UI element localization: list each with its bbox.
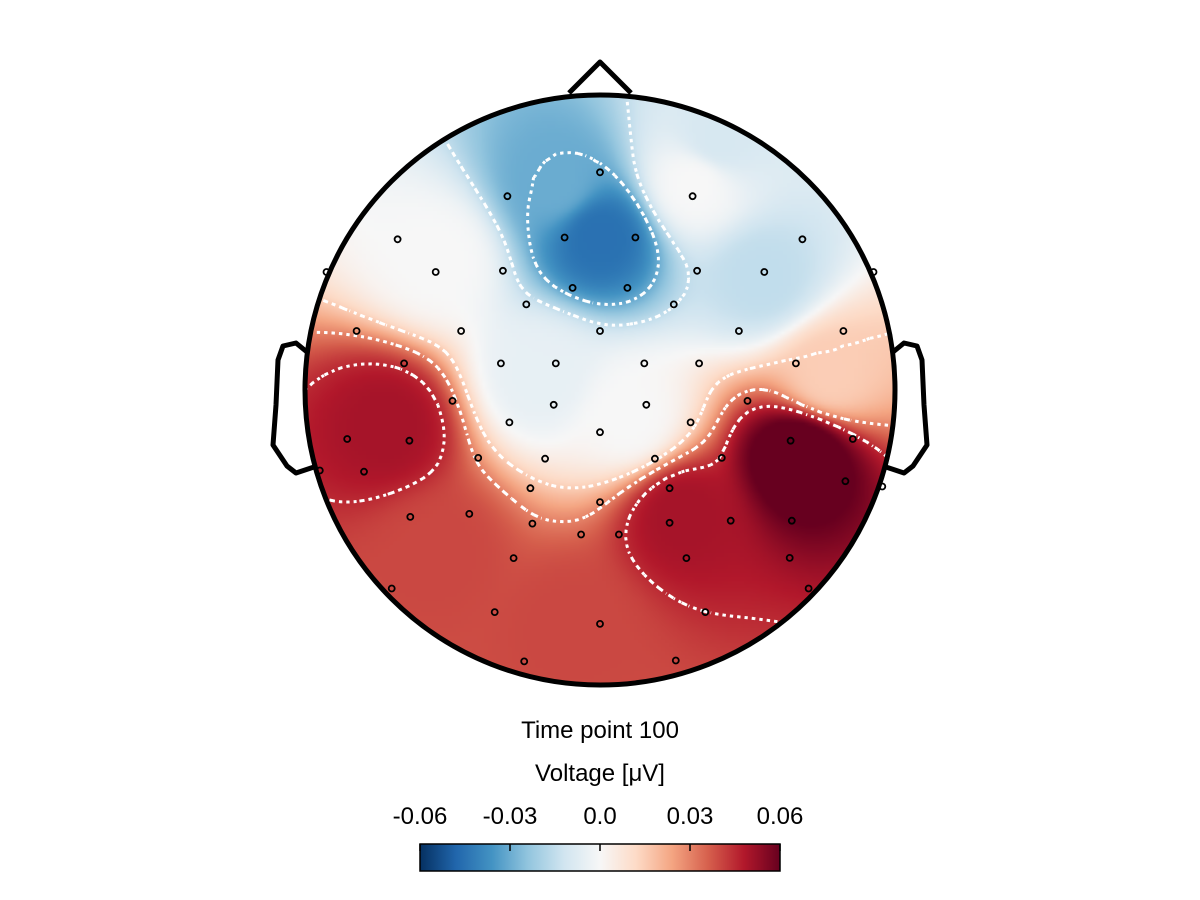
electrode-marker — [686, 418, 695, 427]
colorbar-tick-label: 0.06 — [757, 803, 804, 830]
electrode-marker — [631, 233, 640, 242]
left-ear-icon — [270, 340, 318, 476]
voltage-heatmap — [305, 95, 895, 685]
electrode-marker — [560, 233, 569, 242]
chart-title: Time point 100 — [521, 717, 679, 744]
electrode-marker — [841, 477, 850, 486]
electrode-marker — [474, 453, 483, 462]
nose-icon — [567, 59, 633, 95]
electrode-marker — [520, 657, 529, 666]
electrode-marker — [393, 235, 402, 244]
electrode-marker — [596, 327, 604, 335]
electrode-marker — [869, 268, 878, 276]
colorbar-label: Voltage [μV] — [535, 760, 665, 787]
electrode-marker — [596, 168, 604, 177]
electrode-marker — [792, 359, 800, 368]
colorbar-tick-labels: -0.06 -0.03 0.0 0.03 0.06 — [393, 803, 804, 830]
electrode-marker — [551, 359, 560, 368]
electrode-marker — [665, 484, 674, 493]
electrode-marker — [505, 418, 514, 427]
electrode-marker — [804, 584, 813, 593]
contour-line — [305, 330, 895, 524]
electrode-marker — [596, 620, 604, 628]
electrode-marker — [577, 530, 585, 539]
electrode-marker — [695, 359, 703, 368]
electrode-marker — [596, 428, 604, 437]
electrode-marker — [465, 510, 474, 518]
electrode-marker — [701, 608, 710, 616]
electrode-marker — [735, 327, 743, 335]
electrode-marker — [405, 436, 414, 445]
electrode-marker — [343, 435, 352, 443]
electrode-marker — [406, 513, 415, 521]
electrode-marker — [448, 396, 457, 405]
electrode-marker — [526, 484, 535, 493]
electrode-marker — [693, 266, 701, 275]
electrode-marker — [671, 656, 680, 665]
colorbar-tick-label: -0.06 — [393, 803, 448, 830]
electrode-marker — [787, 516, 796, 525]
electrode-marker — [717, 453, 726, 462]
electrode-marker — [665, 518, 674, 527]
electrode-marker — [400, 359, 409, 368]
electrode-marker — [615, 530, 623, 539]
electrode-marker — [878, 482, 887, 491]
electrode-marker — [669, 300, 678, 309]
electrode-marker — [839, 327, 848, 335]
contour-lines — [305, 95, 895, 626]
electrode-marker — [726, 516, 735, 525]
electrode-marker — [352, 327, 361, 335]
electrode-marker — [528, 519, 537, 528]
contour-line — [424, 95, 691, 327]
electrode-marker — [322, 268, 331, 276]
electrode-marker — [387, 584, 396, 593]
electrode-marker — [623, 283, 632, 292]
colorbar-frame — [419, 843, 781, 872]
colorbar-tick-label: 0.0 — [583, 803, 616, 830]
right-ear-icon — [882, 340, 930, 476]
electrode-marker — [490, 608, 499, 616]
electrode-marker — [549, 400, 558, 409]
electrode-marker — [642, 400, 651, 409]
electrode-marker — [568, 283, 577, 292]
electrode-marker — [743, 396, 752, 405]
electrode-marker — [522, 300, 531, 309]
electrode-marker — [457, 327, 466, 335]
head-circle — [302, 92, 898, 688]
electrode-marker — [360, 467, 368, 476]
electrodes — [315, 168, 887, 666]
electrode-marker — [509, 554, 518, 562]
electrode-marker — [786, 436, 795, 445]
electrode-marker — [431, 268, 440, 276]
electrode-marker — [596, 498, 604, 507]
electrode-marker — [315, 466, 324, 475]
electrode-marker — [503, 192, 512, 201]
scalp-map — [305, 95, 895, 685]
contour-line — [305, 362, 895, 626]
colorbar-tick-label: -0.03 — [483, 803, 538, 830]
electrode-marker — [640, 359, 649, 368]
colorbar-tick-label: 0.03 — [667, 803, 714, 830]
electrode-marker — [541, 454, 549, 463]
colorbar: Time point 100 Voltage [μV] -0.06 -0.03 0.… — [393, 717, 804, 872]
head-outline — [270, 59, 930, 688]
electrode-marker — [688, 192, 697, 201]
electrode-marker — [496, 359, 505, 368]
electrode-marker — [651, 454, 659, 463]
electrode-marker — [760, 268, 769, 276]
electrode-marker — [848, 435, 857, 443]
electrode-marker — [798, 235, 807, 244]
contour-line — [526, 151, 660, 306]
electrode-marker — [682, 554, 691, 562]
electrode-marker — [785, 554, 794, 562]
electrode-marker — [498, 266, 507, 275]
